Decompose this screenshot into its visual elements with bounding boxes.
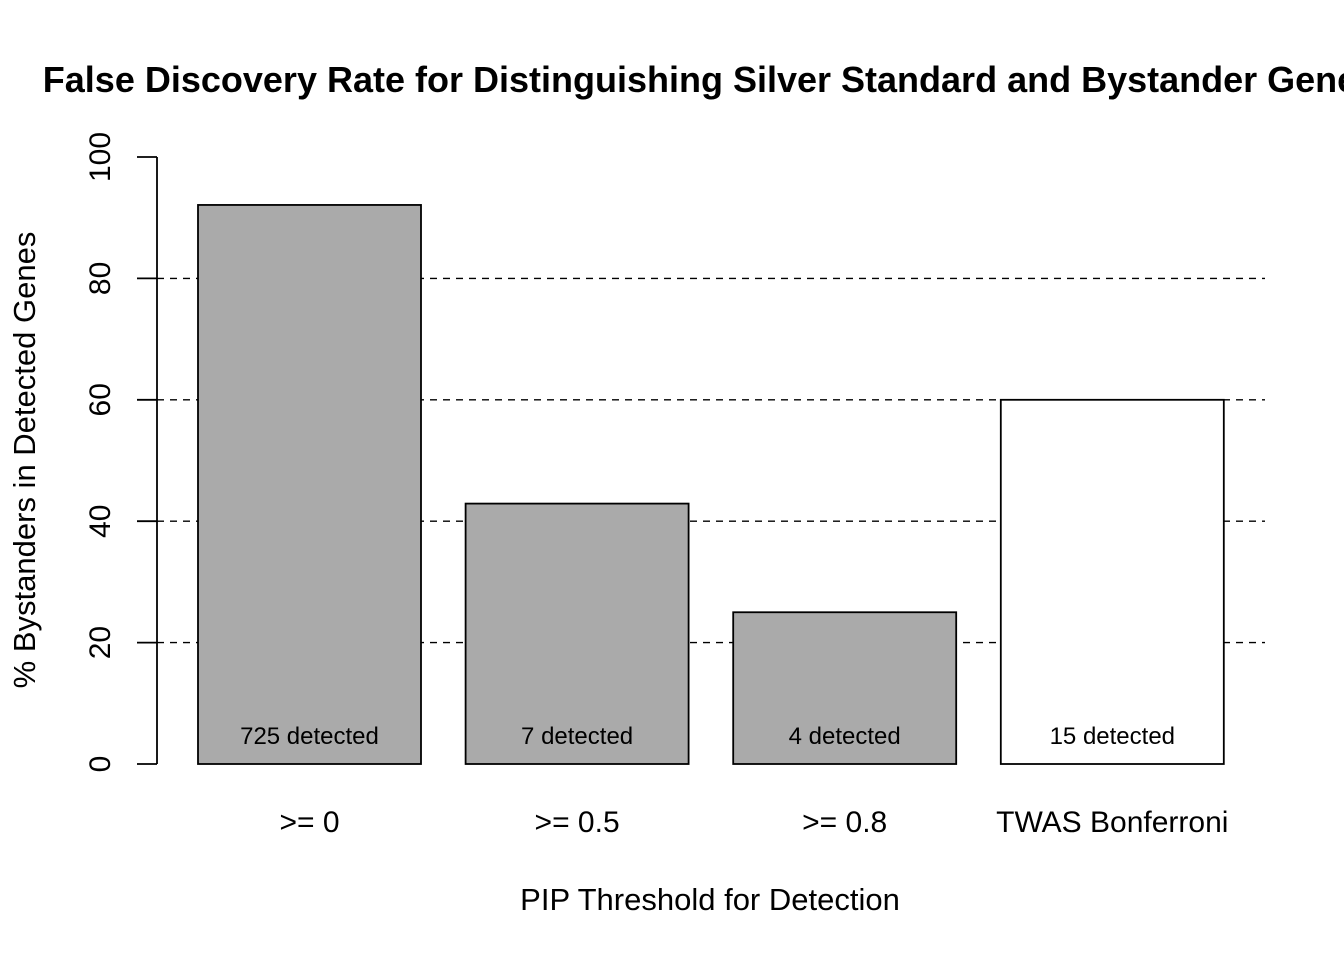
y-tick-label: 40 bbox=[84, 505, 117, 538]
bars bbox=[197, 204, 1225, 765]
x-tick-label: >= 0.5 bbox=[535, 806, 620, 839]
y-tick-label: 20 bbox=[84, 626, 117, 659]
x-tick-label: >= 0.8 bbox=[802, 806, 887, 839]
y-tick-label: 100 bbox=[84, 132, 117, 182]
bar bbox=[999, 398, 1225, 765]
bar-data-label: 725 detected bbox=[240, 723, 379, 750]
bar-data-label: 4 detected bbox=[789, 723, 901, 750]
x-axis-label: PIP Threshold for Detection bbox=[520, 882, 900, 917]
y-tick-label: 80 bbox=[84, 262, 117, 295]
bar-data-label: 7 detected bbox=[521, 723, 633, 750]
bar bbox=[732, 611, 958, 765]
bar-labels: 725 detected 7 detected 4 detected 15 detec… bbox=[240, 723, 1175, 750]
bar-data-label: 15 detected bbox=[1050, 723, 1175, 750]
y-tick-label: 0 bbox=[84, 756, 117, 773]
bar bbox=[197, 204, 422, 765]
x-tick-labels: >= 0 >= 0.5 >= 0.8 TWAS Bonferroni bbox=[279, 806, 1228, 839]
bar bbox=[464, 502, 690, 765]
y-axis: 0 20 40 60 80 100 bbox=[84, 132, 158, 773]
x-tick-label: TWAS Bonferroni bbox=[996, 806, 1228, 839]
chart-title: False Discovery Rate for Distinguishing … bbox=[43, 59, 1344, 100]
y-tick-label: 60 bbox=[84, 383, 117, 416]
x-tick-label: >= 0 bbox=[279, 806, 339, 839]
y-axis-label: % Bystanders in Detected Genes bbox=[7, 232, 42, 689]
